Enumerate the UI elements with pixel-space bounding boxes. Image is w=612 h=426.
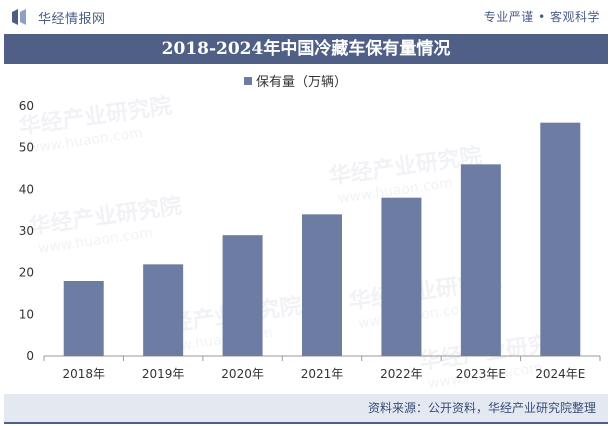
x-tick-label: 2019年 xyxy=(142,367,185,381)
x-tick-label: 2022年 xyxy=(380,367,423,381)
x-tick-label: 2021年 xyxy=(301,367,344,381)
y-tick-label: 40 xyxy=(19,182,34,196)
x-tick-label: 2018年 xyxy=(62,367,105,381)
footer-bar: 资料来源：公开资料，华经产业研究院整理 xyxy=(4,394,608,422)
source-note: 资料来源：公开资料，华经产业研究院整理 xyxy=(367,401,596,415)
bar xyxy=(143,264,184,356)
slogan: 专业严谨 • 客观科学 xyxy=(483,10,600,24)
logo-text: 华经情报网 xyxy=(38,12,106,27)
legend-swatch xyxy=(244,77,252,85)
bar xyxy=(540,122,581,356)
bar xyxy=(302,214,342,356)
y-tick-label: 10 xyxy=(19,307,34,321)
bar xyxy=(63,281,104,356)
legend-label: 保有量（万辆） xyxy=(256,75,347,90)
logo-icon xyxy=(12,9,26,25)
bar xyxy=(381,197,422,356)
y-tick-label: 60 xyxy=(19,99,34,113)
chart-title: 2018-2024年中国冷藏车保有量情况 xyxy=(161,39,451,59)
chart-title-bar: 2018-2024年中国冷藏车保有量情况 xyxy=(4,34,608,64)
bar xyxy=(460,164,501,356)
x-tick-label: 2023年E xyxy=(456,367,506,381)
bottom-rule xyxy=(4,422,608,424)
top-bar: 华经情报网 专业严谨 • 客观科学 xyxy=(0,0,612,34)
y-tick-label: 50 xyxy=(19,141,34,155)
y-tick-label: 0 xyxy=(26,349,34,363)
y-tick-label: 20 xyxy=(19,266,34,280)
x-tick-label: 2024年E xyxy=(535,367,585,381)
x-tick-label: 2020年 xyxy=(221,367,264,381)
bar xyxy=(222,235,263,356)
y-tick-label: 30 xyxy=(19,224,34,238)
